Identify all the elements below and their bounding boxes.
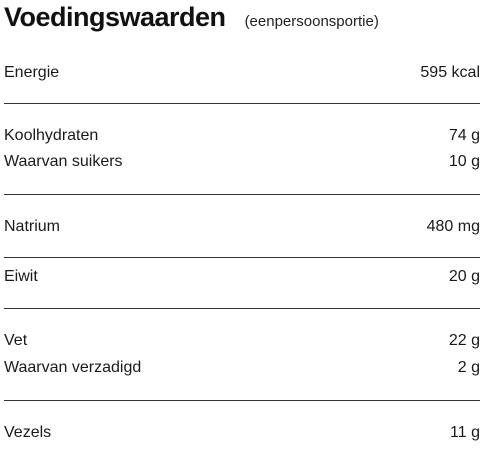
nutrient-label: Vezels (4, 424, 52, 441)
page-title: Voedingswaarden (4, 2, 226, 32)
divider (4, 257, 480, 258)
nutrient-label: Vet (4, 332, 28, 349)
nutrition-row-suikers: Waarvan suikers 10 g (4, 150, 480, 174)
nutrient-label: Energie (4, 64, 60, 81)
nutrition-row-natrium: Natrium 480 mg (4, 215, 480, 239)
nutrient-label: Eiwit (4, 268, 38, 285)
page-subtitle: (eenpersoonsportie) (244, 13, 379, 30)
nutrition-row-energie: Energie 595 kcal (4, 61, 480, 85)
divider (4, 308, 480, 309)
nutrient-label: Waarvan verzadigd (4, 359, 142, 376)
nutrient-label: Waarvan suikers (4, 153, 123, 170)
nutrition-row-verzadigd: Waarvan verzadigd 2 g (4, 356, 480, 380)
nutrition-row-vet: Vet 22 g (4, 329, 480, 353)
divider (4, 194, 480, 195)
nutrient-value: 74 g (448, 127, 480, 144)
nutrition-row-koolhydraten: Koolhydraten 74 g (4, 124, 480, 148)
nutrient-value: 11 g (450, 424, 480, 441)
divider (4, 103, 480, 104)
nutrient-label: Natrium (4, 218, 61, 235)
nutrient-value: 480 mg (426, 218, 480, 235)
nutrient-value: 20 g (448, 268, 480, 285)
nutrition-row-vezels: Vezels 11 g (4, 421, 480, 445)
nutrition-row-eiwit: Eiwit 20 g (4, 265, 480, 289)
nutrition-header: Voedingswaarden (eenpersoonsportie) (4, 2, 379, 38)
nutrient-value: 10 g (448, 153, 480, 170)
nutrient-value: 22 g (448, 332, 480, 349)
nutrient-value: 2 g (457, 359, 480, 376)
nutrient-label: Koolhydraten (4, 127, 99, 144)
nutrient-value: 595 kcal (420, 64, 480, 81)
divider (4, 400, 480, 401)
